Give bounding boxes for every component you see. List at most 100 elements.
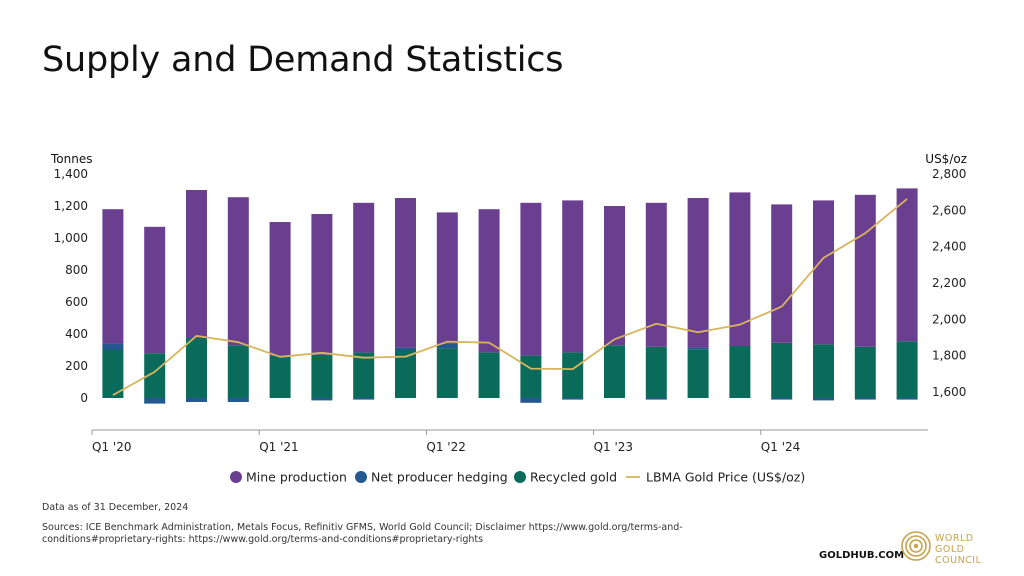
left-tick-label: 1,000 bbox=[54, 231, 88, 245]
bar-recycled-gold bbox=[520, 355, 542, 398]
data-as-of-note: Data as of 31 December, 2024 bbox=[42, 502, 189, 513]
left-tick-label: 600 bbox=[65, 295, 88, 309]
bar-mine-production bbox=[227, 197, 249, 346]
bar-net-producer-hedging bbox=[813, 398, 834, 401]
bar-net-producer-hedging bbox=[436, 343, 458, 349]
bar-net-producer-hedging bbox=[854, 398, 876, 400]
bar-recycled-gold bbox=[604, 345, 625, 398]
left-tick-label: 1,200 bbox=[54, 199, 88, 213]
legend-label: Recycled gold bbox=[530, 470, 617, 485]
bar-mine-production bbox=[436, 212, 458, 344]
axes-layer: Tonnes US$/oz 0 200 400 600 800 1,000 1,200 1,400… bbox=[50, 152, 967, 454]
bar-recycled-gold bbox=[186, 338, 207, 398]
page-title: Supply and Demand Statistics bbox=[42, 40, 564, 80]
sources-disclaimer: Sources: ICE Benchmark Administration, M… bbox=[42, 522, 683, 545]
bar-mine-production bbox=[269, 222, 291, 356]
right-tick-label: 2,800 bbox=[932, 167, 966, 181]
legend-label: Net producer hedging bbox=[371, 470, 508, 485]
bar-mine-production bbox=[102, 209, 124, 344]
bar-mine-production bbox=[896, 188, 918, 342]
left-tick-label: 400 bbox=[65, 327, 88, 341]
bar-net-producer-hedging bbox=[395, 347, 416, 350]
bar-net-producer-hedging bbox=[227, 398, 249, 402]
left-tick-label: 1,400 bbox=[54, 167, 88, 181]
bar-recycled-gold bbox=[896, 341, 918, 398]
bar-mine-production bbox=[854, 194, 876, 347]
bar-mine-production bbox=[771, 204, 793, 343]
bar-recycled-gold bbox=[854, 346, 876, 398]
world-gold-council-wordmark: WORLD GOLD COUNCIL bbox=[935, 533, 981, 566]
bar-recycled-gold bbox=[102, 350, 124, 398]
x-tick-label: Q1 '23 bbox=[594, 440, 633, 454]
goldhub-link[interactable]: GOLDHUB.COM bbox=[819, 550, 905, 561]
left-tick-label: 800 bbox=[65, 263, 88, 277]
legend-swatch-mine bbox=[230, 471, 242, 483]
bar-recycled-gold bbox=[478, 352, 500, 398]
legend-label: LBMA Gold Price (US$/oz) bbox=[646, 470, 805, 485]
bar-recycled-gold bbox=[353, 352, 375, 398]
supply-demand-chart: Tonnes US$/oz 0 200 400 600 800 1,000 1,200 1,400… bbox=[50, 152, 967, 485]
bar-recycled-gold bbox=[227, 345, 249, 398]
bar-recycled-gold bbox=[311, 354, 333, 398]
bar-recycled-gold bbox=[395, 350, 416, 398]
price-line-layer bbox=[112, 198, 908, 396]
logo-line-2: GOLD bbox=[935, 544, 965, 555]
bar-recycled-gold bbox=[729, 346, 751, 398]
bar-net-producer-hedging bbox=[353, 398, 375, 400]
right-axis-title: US$/oz bbox=[925, 152, 967, 166]
bar-net-producer-hedging bbox=[186, 398, 207, 402]
bar-mine-production bbox=[311, 214, 333, 355]
bar-net-producer-hedging bbox=[896, 398, 918, 400]
bar-net-producer-hedging bbox=[645, 398, 667, 400]
bar-net-producer-hedging bbox=[562, 398, 584, 400]
bar-mine-production bbox=[186, 190, 207, 338]
legend-swatch-recycled bbox=[514, 471, 526, 483]
world-gold-council-logo-icon bbox=[901, 531, 931, 561]
left-tick-label: 0 bbox=[80, 391, 88, 405]
bar-mine-production bbox=[478, 209, 500, 353]
bar-mine-production bbox=[562, 200, 584, 353]
bar-net-producer-hedging bbox=[102, 343, 124, 350]
bar-net-producer-hedging bbox=[771, 398, 793, 400]
left-tick-label: 200 bbox=[65, 359, 88, 373]
bar-mine-production bbox=[144, 226, 166, 354]
right-tick-label: 2,400 bbox=[932, 240, 966, 254]
right-tick-label: 2,200 bbox=[932, 276, 966, 290]
bar-recycled-gold bbox=[771, 342, 793, 398]
bar-mine-production bbox=[645, 202, 667, 347]
bar-mine-production bbox=[604, 206, 625, 346]
bar-mine-production bbox=[813, 200, 834, 345]
right-tick-label: 1,600 bbox=[932, 385, 966, 399]
bar-recycled-gold bbox=[562, 352, 584, 398]
bar-mine-production bbox=[729, 192, 751, 346]
legend-swatch-hedging bbox=[355, 471, 367, 483]
bar-recycled-gold bbox=[645, 346, 667, 398]
bar-net-producer-hedging bbox=[520, 398, 542, 403]
bar-recycled-gold bbox=[436, 348, 458, 398]
x-tick-label: Q1 '21 bbox=[259, 440, 298, 454]
x-tick-label: Q1 '24 bbox=[761, 440, 800, 454]
bar-net-producer-hedging bbox=[144, 398, 166, 404]
bar-recycled-gold bbox=[687, 349, 709, 398]
bars-layer bbox=[102, 188, 918, 404]
x-tick-label: Q1 '22 bbox=[426, 440, 465, 454]
bar-recycled-gold bbox=[144, 353, 166, 398]
bar-recycled-gold bbox=[269, 355, 291, 398]
bar-mine-production bbox=[687, 198, 709, 348]
legend-label: Mine production bbox=[246, 470, 347, 485]
bar-mine-production bbox=[395, 198, 416, 348]
legend: Mine production Net producer hedging Recyc… bbox=[230, 470, 805, 485]
right-tick-label: 1,800 bbox=[932, 349, 966, 363]
right-tick-label: 2,600 bbox=[932, 203, 966, 217]
bar-mine-production bbox=[520, 202, 542, 356]
line-lbma-gold-price bbox=[112, 198, 908, 396]
bar-net-producer-hedging bbox=[687, 347, 709, 350]
logo-line-1: WORLD bbox=[935, 533, 974, 544]
right-tick-label: 2,000 bbox=[932, 312, 966, 326]
bar-net-producer-hedging bbox=[311, 398, 333, 401]
left-axis-title: Tonnes bbox=[50, 152, 92, 166]
logo-line-3: COUNCIL bbox=[935, 555, 982, 566]
x-tick-label: Q1 '20 bbox=[92, 440, 131, 454]
bar-mine-production bbox=[353, 202, 375, 353]
bar-recycled-gold bbox=[813, 344, 834, 398]
